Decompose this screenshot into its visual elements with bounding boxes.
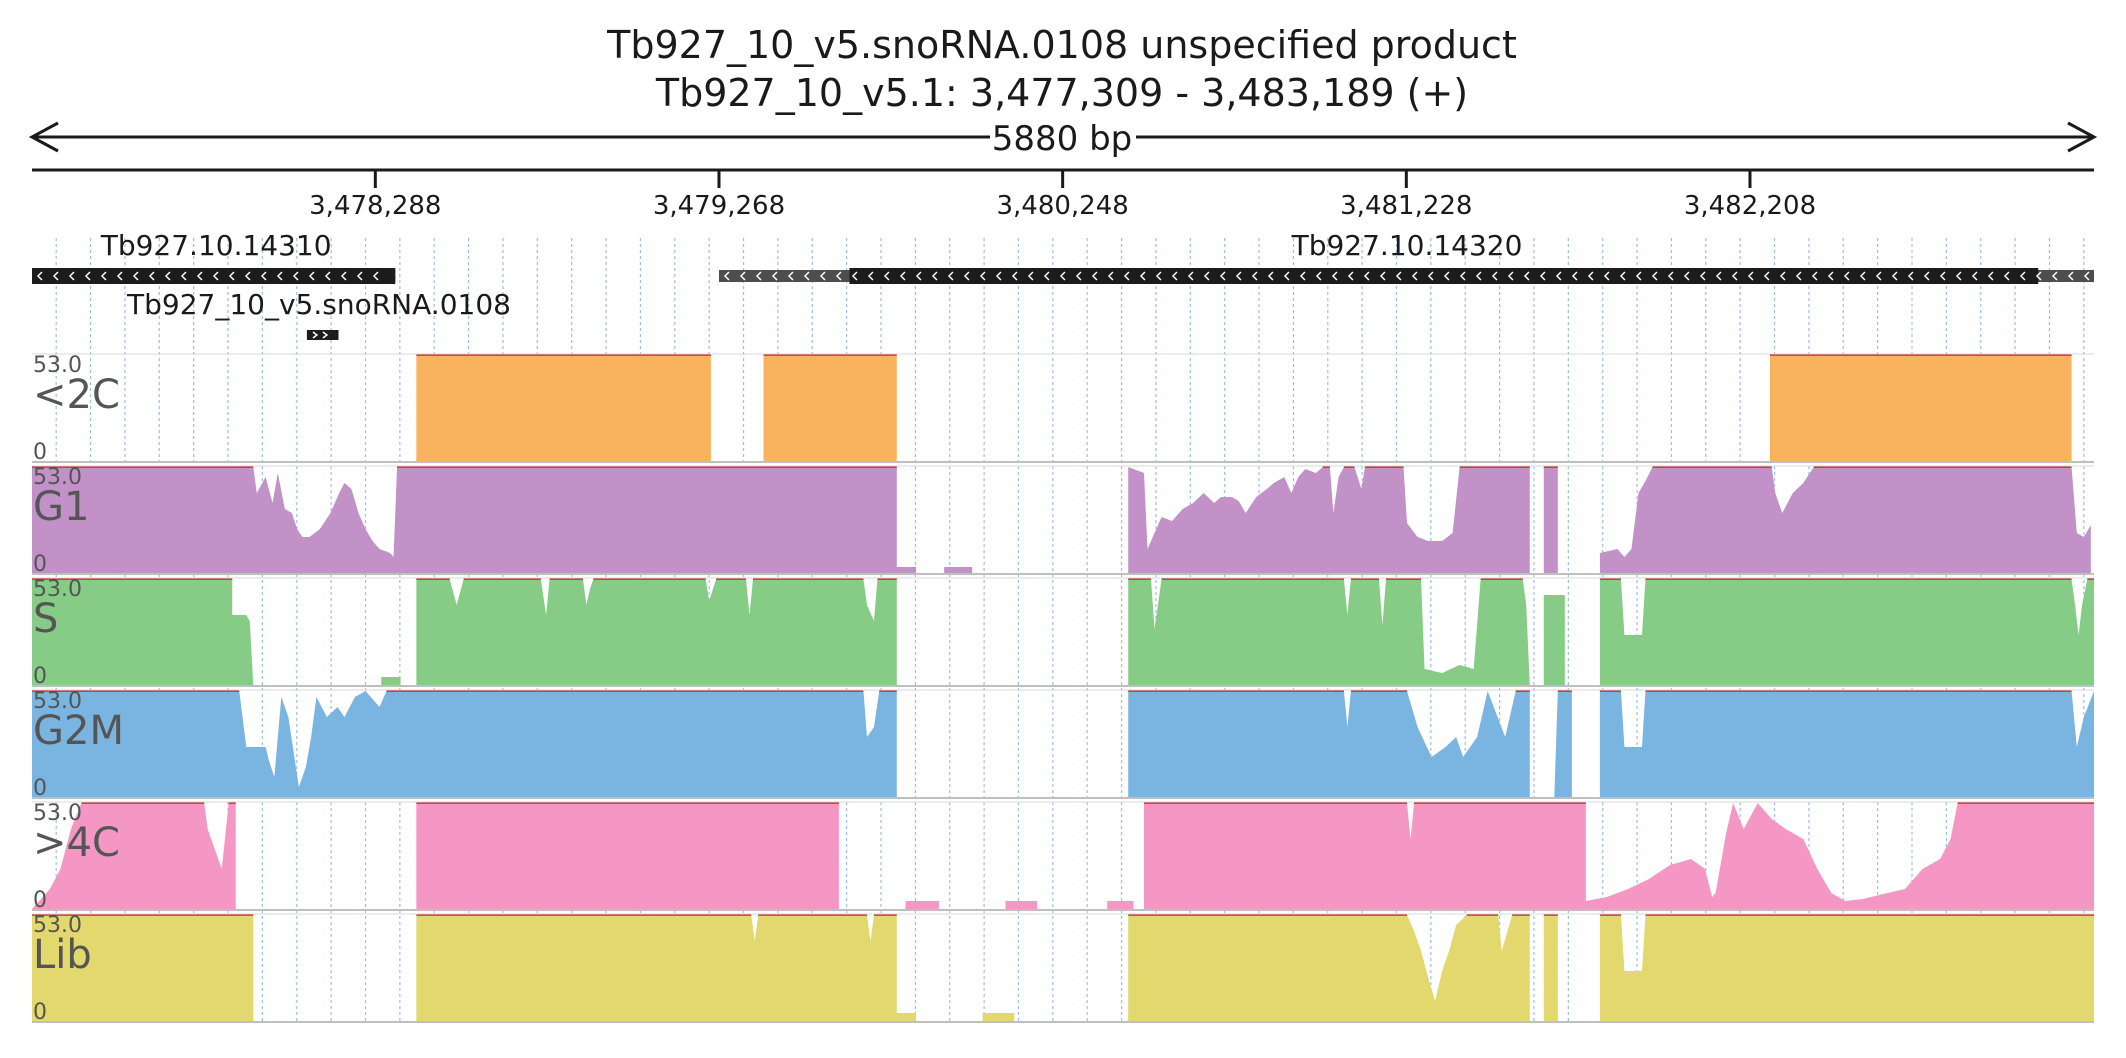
y-max-label: 53.0 — [33, 577, 82, 602]
span-arrow: 5880 bp — [28, 118, 2098, 159]
y-max-label: 53.0 — [33, 801, 82, 826]
y-max-label: 53.0 — [33, 689, 82, 714]
strand-chevrons — [723, 271, 2090, 281]
gene-label: Tb927.10.14310 — [100, 229, 332, 262]
track-name: G1 — [33, 484, 89, 530]
coverage-track: 53.0 0 >4C — [32, 801, 2094, 913]
y-min-label: 0 — [33, 776, 47, 801]
y-min-label: 0 — [33, 552, 47, 577]
coverage-track: 53.0 0 S — [32, 577, 2094, 689]
y-max-label: 53.0 — [33, 913, 82, 938]
y-min-label: 0 — [33, 440, 47, 465]
x-tick-label: 3,479,268 — [653, 191, 785, 221]
gene-label: Tb927.10.14320 — [1291, 229, 1523, 262]
coverage-area — [32, 355, 2094, 461]
coverage-track: 53.0 0 G1 — [32, 465, 2094, 577]
y-max-label: 53.0 — [33, 465, 82, 490]
track-name: G2M — [33, 708, 124, 754]
x-tick-label: 3,481,228 — [1340, 191, 1472, 221]
coverage-area — [32, 691, 2094, 797]
coverage-area — [32, 915, 2094, 1021]
gene-feature[interactable]: Tb927.10.14320 — [718, 229, 2094, 284]
x-tick-label: 3,478,288 — [309, 191, 441, 221]
coverage-tracks: 53.00<2C53.00G153.00S53.00G2M53.00>4C53.… — [32, 353, 2094, 1025]
chart-title: Tb927_10_v5.snoRNA.0108 unspecified prod… — [606, 23, 1517, 67]
coverage-area — [32, 579, 2094, 685]
coverage-area — [32, 803, 2094, 909]
y-min-label: 0 — [33, 664, 47, 689]
strand-chevrons — [36, 271, 379, 281]
chart-subtitle: Tb927_10_v5.1: 3,477,309 - 3,483,189 (+) — [655, 71, 1468, 115]
y-max-label: 53.0 — [33, 353, 82, 378]
x-tick-label: 3,482,208 — [1684, 191, 1816, 221]
coverage-area — [32, 467, 2091, 573]
track-name: >4C — [33, 820, 120, 866]
coverage-track: 53.0 0 G2M — [32, 689, 2094, 801]
coverage-track: 53.0 0 Lib — [32, 913, 2094, 1025]
coordinate-axis: 3,478,288 3,479,268 3,480,248 3,481,228 3,48… — [32, 168, 2094, 221]
y-min-label: 0 — [33, 888, 47, 913]
gene-label: Tb927_10_v5.snoRNA.0108 — [126, 288, 511, 321]
x-tick-label: 3,480,248 — [996, 191, 1128, 221]
track-name: Lib — [33, 932, 92, 978]
span-label: 5880 bp — [992, 119, 1133, 159]
gene-feature[interactable]: Tb927_10_v5.snoRNA.0108 — [126, 288, 511, 340]
y-min-label: 0 — [33, 1000, 47, 1025]
coverage-track: 53.0 0 <2C — [32, 353, 2094, 465]
gene-cds — [849, 268, 2039, 284]
gene-track: Tb927.10.14310 Tb927.10.14320 Tb927_10_v5.… — [32, 229, 2094, 340]
gene-feature[interactable]: Tb927.10.14310 — [32, 229, 396, 284]
strand-chevrons — [312, 331, 329, 339]
track-name: <2C — [33, 372, 120, 418]
track-name: S — [33, 596, 58, 642]
gene-cds — [306, 330, 339, 340]
